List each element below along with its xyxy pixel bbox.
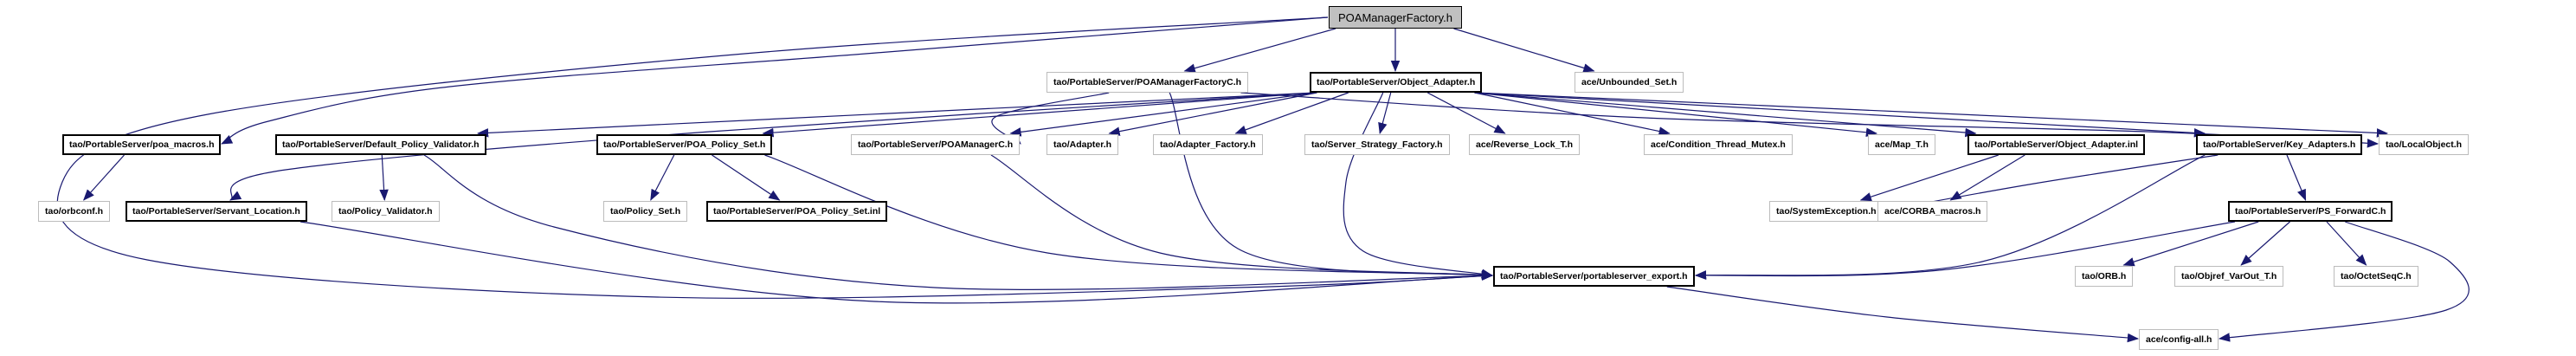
graph-edge-object_adapter_h-adapter — [1108, 92, 1317, 136]
graph-node-portableserver_export[interactable]: tao/PortableServer/portableserver_export… — [1493, 266, 1695, 287]
graph-edge-object_adapter_h-poa_policy_set — [762, 92, 1317, 138]
graph-node-map_t: ace/Map_T.h — [1868, 134, 1935, 155]
graph-edge-object_adapter_inl-corba_macros — [1949, 154, 2025, 201]
graph-node-octetseqc: tao/OctetSeqC.h — [2334, 266, 2418, 287]
graph-node-ps_forwardc[interactable]: tao/PortableServer/PS_ForwardC.h — [2228, 201, 2393, 222]
graph-node-poa_policy_set_inl[interactable]: tao/PortableServer/POA_Policy_Set.inl — [706, 201, 888, 222]
graph-node-poamanagerfactoryc: tao/PortableServer/POAManagerFactoryC.h — [1046, 72, 1249, 93]
graph-node-poamanagerc: tao/PortableServer/POAManagerC.h — [851, 134, 1021, 155]
graph-edge-poamanagerfactoryc-portableserver_export — [1169, 92, 1494, 279]
graph-node-orb: tao/ORB.h — [2075, 266, 2134, 287]
graph-node-corba_macros: ace/CORBA_macros.h — [1877, 201, 1988, 222]
graph-edge-root-poamanagerfactoryc — [1183, 28, 1336, 73]
graph-edge-object_adapter_h-condition_thread_mutex — [1474, 92, 1671, 136]
graph-node-adapter_factory: tao/Adapter_Factory.h — [1153, 134, 1263, 155]
graph-edge-poa_policy_set-portableserver_export — [764, 154, 1494, 280]
graph-edge-object_adapter_h-map_t — [1474, 92, 1878, 138]
graph-node-localobject: tao/LocalObject.h — [2379, 134, 2470, 155]
graph-node-root: POAManagerFactory.h — [1329, 6, 1462, 29]
graph-edge-object_adapter_inl-systemexception — [1859, 154, 1999, 202]
graph-edge-object_adapter_h-object_adapter_inl — [1474, 92, 1977, 138]
graph-edge-object_adapter_h-localobject — [1474, 92, 2389, 138]
graph-node-server_strategy_factory: tao/Server_Strategy_Factory.h — [1304, 134, 1450, 155]
graph-node-adapter: tao/Adapter.h — [1046, 134, 1119, 155]
graph-node-objref_varout: tao/Objref_VarOut_T.h — [2174, 266, 2284, 287]
graph-node-object_adapter_h[interactable]: tao/PortableServer/Object_Adapter.h — [1310, 72, 1483, 93]
graph-edge-root-unbounded_set — [1453, 28, 1595, 73]
graph-edge-ps_forwardc-orb — [2122, 221, 2259, 267]
graph-node-key_adapters[interactable]: tao/PortableServer/Key_Adapters.h — [2196, 134, 2363, 155]
graph-edge-object_adapter_h-reverse_lock — [1426, 92, 1506, 134]
graph-edge-object_adapter_h-poamanagerc — [1009, 92, 1317, 137]
graph-node-servant_location[interactable]: tao/PortableServer/Servant_Location.h — [126, 201, 307, 222]
graph-edge-portableserver_export-config_all — [1666, 286, 2140, 343]
graph-edge-default_policy_validator-portableserver_export — [423, 154, 1494, 290]
graph-edge-default_policy_validator-policy_validator — [379, 154, 389, 202]
graph-edge-ps_forwardc-portableserver_export — [1694, 221, 2236, 281]
graph-node-config_all: ace/config-all.h — [2139, 329, 2219, 350]
graph-edge-object_adapter_h-adapter_factory — [1234, 92, 1349, 134]
graph-node-orbconf: tao/orbconf.h — [38, 201, 111, 222]
graph-edge-ps_forwardc-objref_varout — [2240, 221, 2290, 266]
graph-edge-poa_policy_set-poa_policy_set_inl — [712, 154, 781, 201]
graph-node-poa_policy_set[interactable]: tao/PortableServer/POA_Policy_Set.h — [596, 134, 773, 155]
graph-node-policy_set: tao/Policy_Set.h — [603, 201, 688, 222]
graph-edge-object_adapter_h-key_adapters — [1474, 92, 2206, 138]
graph-edge-root-poa_macros — [221, 16, 1329, 145]
graph-edge-poamanagerc-portableserver_export — [990, 154, 1494, 280]
graph-edge-servant_location-portableserver_export — [299, 221, 1494, 304]
graph-node-unbounded_set: ace/Unbounded_Set.h — [1575, 72, 1684, 93]
graph-node-condition_thread_mutex: ace/Condition_Thread_Mutex.h — [1644, 134, 1793, 155]
graph-node-default_policy_validator[interactable]: tao/PortableServer/Default_Policy_Valida… — [275, 134, 486, 155]
graph-node-policy_validator: tao/Policy_Validator.h — [332, 201, 440, 222]
graph-edge-ps_forwardc-octetseqc — [2326, 221, 2367, 266]
graph-node-reverse_lock: ace/Reverse_Lock_T.h — [1469, 134, 1581, 155]
graph-edge-object_adapter_h-default_policy_validator — [476, 92, 1317, 138]
graph-edge-root-portableserver_export — [56, 16, 1494, 299]
graph-edge-poa_policy_set-policy_set — [650, 154, 675, 201]
graph-edge-poa_macros-orbconf — [82, 154, 125, 201]
graph-node-systemexception: tao/SystemException.h — [1769, 201, 1884, 222]
graph-edge-object_adapter_h-portableserver_export — [1343, 92, 1494, 278]
graph-edge-key_adapters-ps_forwardc — [2286, 154, 2307, 201]
graph-edge-object_adapter_h-server_strategy_factory — [1378, 92, 1392, 135]
graph-edge-ps_forwardc-config_all — [2218, 221, 2470, 342]
graph-node-object_adapter_inl[interactable]: tao/PortableServer/Object_Adapter.inl — [1967, 134, 2146, 155]
graph-node-poa_macros[interactable]: tao/PortableServer/poa_macros.h — [62, 134, 222, 155]
